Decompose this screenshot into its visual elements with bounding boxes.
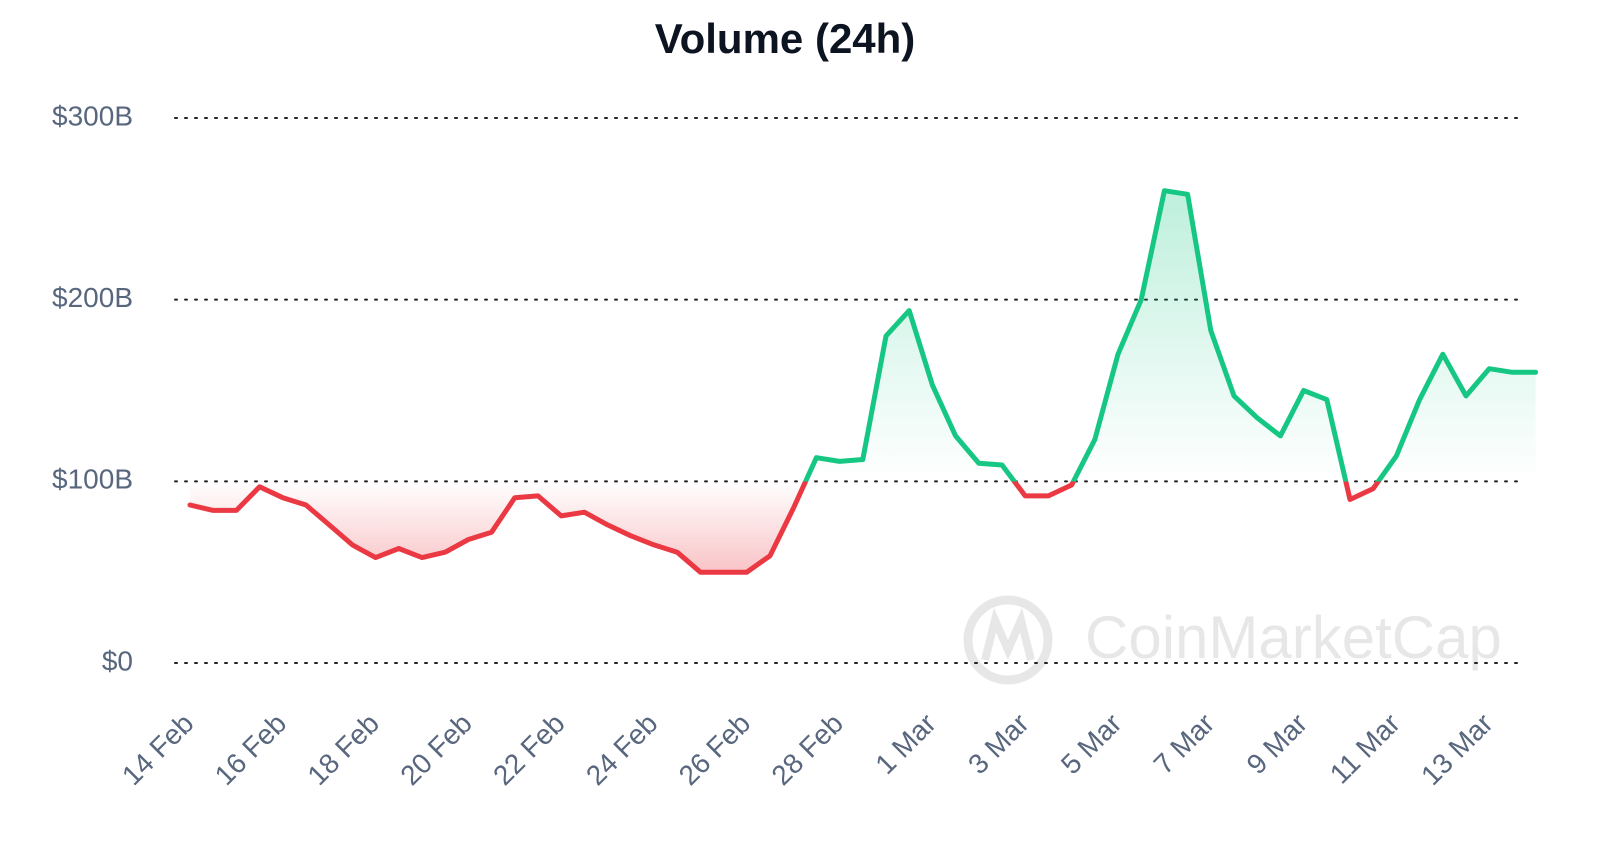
line xyxy=(187,188,1539,575)
watermark: CoinMarketCap xyxy=(963,595,1502,685)
x-tick-label: 11 Mar xyxy=(1324,708,1406,790)
x-tick-label: 14 Feb xyxy=(116,708,200,792)
x-tick-label: 28 Feb xyxy=(766,708,850,792)
x-tick-label: 26 Feb xyxy=(673,708,757,792)
y-tick-label: $200B xyxy=(52,282,133,313)
chart-title: Volume (24h) xyxy=(655,15,916,62)
area xyxy=(190,190,1536,573)
x-tick-label: 7 Mar xyxy=(1148,708,1221,781)
watermark-logo xyxy=(963,595,1053,685)
watermark-text: CoinMarketCap xyxy=(1085,604,1502,671)
x-tick-label: 20 Feb xyxy=(394,708,478,792)
x-tick-label: 18 Feb xyxy=(302,708,386,792)
x-tick-label: 3 Mar xyxy=(962,708,1035,781)
watermark-logo-m xyxy=(981,607,1035,661)
x-tick-label: 13 Mar xyxy=(1415,708,1499,792)
y-tick-label: $100B xyxy=(52,464,133,495)
x-tick-label: 1 Mar xyxy=(869,708,942,781)
x-tick-label: 5 Mar xyxy=(1055,708,1128,781)
x-tick-label: 22 Feb xyxy=(487,708,571,792)
y-tick-label: $0 xyxy=(102,645,133,676)
x-tick-label: 9 Mar xyxy=(1241,708,1314,781)
x-tick-label: 24 Feb xyxy=(580,708,664,792)
y-tick-label: $300B xyxy=(52,100,133,131)
x-tick-label: 16 Feb xyxy=(209,708,293,792)
